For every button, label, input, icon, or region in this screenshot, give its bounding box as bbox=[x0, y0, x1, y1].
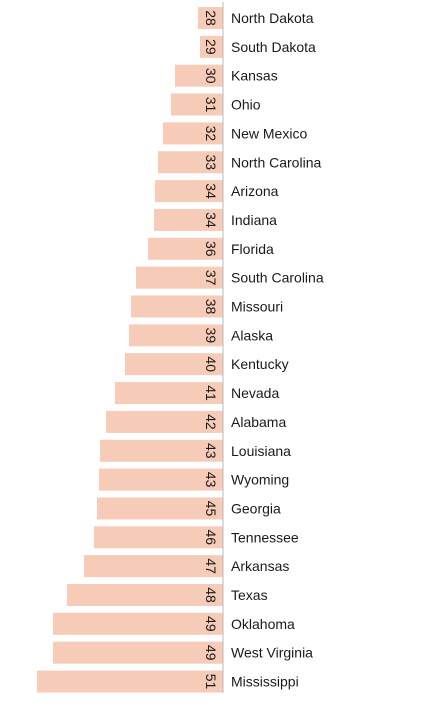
bar-value-label: 47 bbox=[203, 558, 219, 574]
bar-value-label: 38 bbox=[203, 299, 219, 315]
category-label: Florida bbox=[231, 241, 274, 257]
category-label: Missouri bbox=[231, 299, 283, 315]
bar bbox=[154, 208, 223, 231]
category-label: South Carolina bbox=[231, 270, 324, 286]
category-label: Arkansas bbox=[231, 558, 289, 574]
bar bbox=[115, 382, 223, 405]
bar bbox=[163, 122, 223, 145]
category-label: Oklahoma bbox=[231, 616, 295, 632]
category-label: Texas bbox=[231, 587, 268, 603]
bar-value-label: 51 bbox=[203, 674, 219, 690]
category-label: Tennessee bbox=[231, 529, 299, 545]
category-label: Mississippi bbox=[231, 674, 299, 690]
category-label: Arizona bbox=[231, 183, 279, 199]
category-label: Nevada bbox=[231, 385, 279, 401]
bar bbox=[53, 612, 223, 635]
category-label: South Dakota bbox=[231, 39, 316, 55]
bar bbox=[155, 180, 223, 203]
category-label: New Mexico bbox=[231, 125, 307, 141]
bar-value-label: 40 bbox=[203, 356, 219, 372]
category-label: Kentucky bbox=[231, 356, 289, 372]
bar bbox=[171, 93, 223, 116]
category-label: Ohio bbox=[231, 97, 261, 113]
category-label: Alaska bbox=[231, 327, 273, 343]
category-label: Indiana bbox=[231, 212, 277, 228]
bar bbox=[148, 237, 223, 260]
bar-value-label: 28 bbox=[203, 10, 219, 26]
value-labels-group: 28 29 30 31 32 33 34 34 36 37 38 39 40 41 42 43 43 45 46 47… bbox=[203, 10, 219, 689]
bar bbox=[67, 584, 223, 606]
bar-value-label: 30 bbox=[203, 68, 219, 84]
bar-value-label: 49 bbox=[203, 645, 219, 661]
bar-value-label: 34 bbox=[203, 183, 219, 199]
bar-value-label: 39 bbox=[203, 328, 219, 344]
bar bbox=[94, 526, 223, 549]
bar bbox=[200, 35, 223, 58]
category-label: Louisiana bbox=[231, 443, 291, 459]
bar-value-label: 43 bbox=[203, 472, 219, 488]
category-label: North Dakota bbox=[231, 10, 314, 26]
bar bbox=[100, 439, 223, 462]
bar bbox=[125, 353, 223, 376]
bar bbox=[97, 497, 223, 520]
bar bbox=[106, 410, 223, 433]
bar bbox=[129, 324, 223, 347]
bar-value-label: 37 bbox=[203, 270, 219, 286]
bar bbox=[37, 670, 223, 693]
category-label: North Carolina bbox=[231, 154, 321, 170]
bar bbox=[99, 468, 223, 491]
bar-value-label: 36 bbox=[203, 241, 219, 257]
category-label: Alabama bbox=[231, 414, 286, 430]
category-label: Georgia bbox=[231, 500, 281, 516]
bar-value-label: 29 bbox=[203, 39, 219, 55]
bar-value-label: 45 bbox=[203, 501, 219, 517]
bar-value-label: 49 bbox=[203, 616, 219, 632]
bars-group bbox=[37, 7, 223, 693]
bar bbox=[158, 151, 223, 174]
bar-value-label: 46 bbox=[203, 530, 219, 546]
bar bbox=[84, 555, 223, 578]
category-label: Wyoming bbox=[231, 472, 289, 488]
bar bbox=[136, 266, 223, 289]
bar-value-label: 31 bbox=[203, 97, 219, 113]
bar-value-label: 33 bbox=[203, 154, 219, 170]
category-label: Kansas bbox=[231, 68, 278, 84]
bar bbox=[175, 64, 223, 87]
bar-value-label: 48 bbox=[203, 587, 219, 603]
bar bbox=[198, 7, 223, 29]
bar-value-label: 34 bbox=[203, 212, 219, 228]
bar-value-label: 43 bbox=[203, 443, 219, 459]
category-labels-group: North Dakota South Dakota Kansas Ohio New Me… bbox=[231, 10, 324, 690]
bar-value-label: 42 bbox=[203, 414, 219, 430]
bar-value-label: 41 bbox=[203, 385, 219, 401]
bar bbox=[53, 641, 223, 664]
bar bbox=[131, 295, 223, 318]
bar-value-label: 32 bbox=[203, 126, 219, 142]
category-label: West Virginia bbox=[231, 645, 313, 661]
